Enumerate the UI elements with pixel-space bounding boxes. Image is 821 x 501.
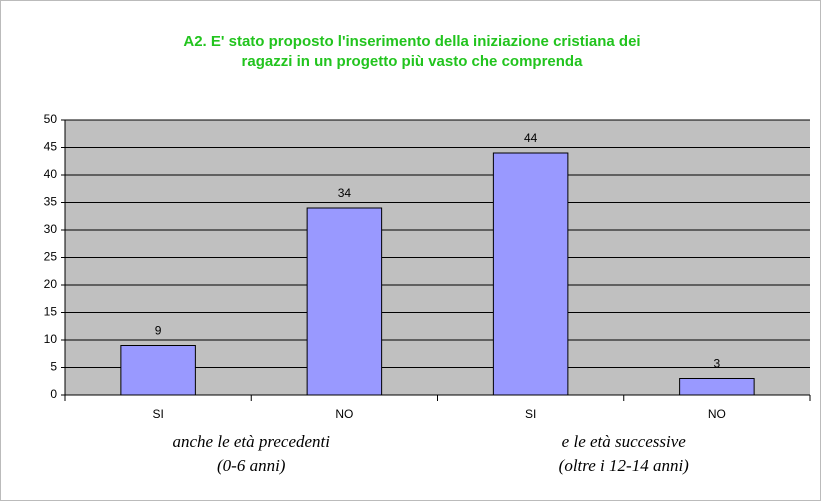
value-label: 34 <box>338 186 352 200</box>
y-tick-label: 20 <box>44 277 58 291</box>
bar <box>120 345 196 396</box>
chart-title: ragazzi in un progetto più vasto che com… <box>242 53 584 70</box>
y-tick-label: 0 <box>50 387 57 401</box>
x-tick-label: SI <box>152 407 163 421</box>
group-label: anche le età precedenti <box>173 432 331 451</box>
y-tick-label: 45 <box>44 140 58 154</box>
group-label: (oltre i 12-14 anni) <box>559 456 689 475</box>
y-tick-label: 30 <box>44 222 58 236</box>
bar <box>492 152 569 396</box>
value-label: 9 <box>155 324 162 338</box>
y-tick-label: 35 <box>44 195 58 209</box>
bar <box>306 207 383 396</box>
y-tick-label: 40 <box>44 167 58 181</box>
group-label: e le età successive <box>562 432 687 451</box>
chart-title: A2. E' stato proposto l'inserimento dell… <box>183 33 640 50</box>
bar <box>679 378 755 396</box>
value-label: 44 <box>524 131 538 145</box>
x-tick-label: SI <box>525 407 536 421</box>
value-label: 3 <box>714 357 721 371</box>
y-tick-label: 5 <box>50 360 57 374</box>
group-label: (0-6 anni) <box>217 456 286 475</box>
x-tick-label: NO <box>708 407 726 421</box>
y-tick-label: 15 <box>44 305 58 319</box>
y-tick-label: 25 <box>44 250 58 264</box>
y-tick-label: 10 <box>44 332 58 346</box>
y-tick-label: 50 <box>44 112 58 126</box>
x-tick-label: NO <box>335 407 353 421</box>
